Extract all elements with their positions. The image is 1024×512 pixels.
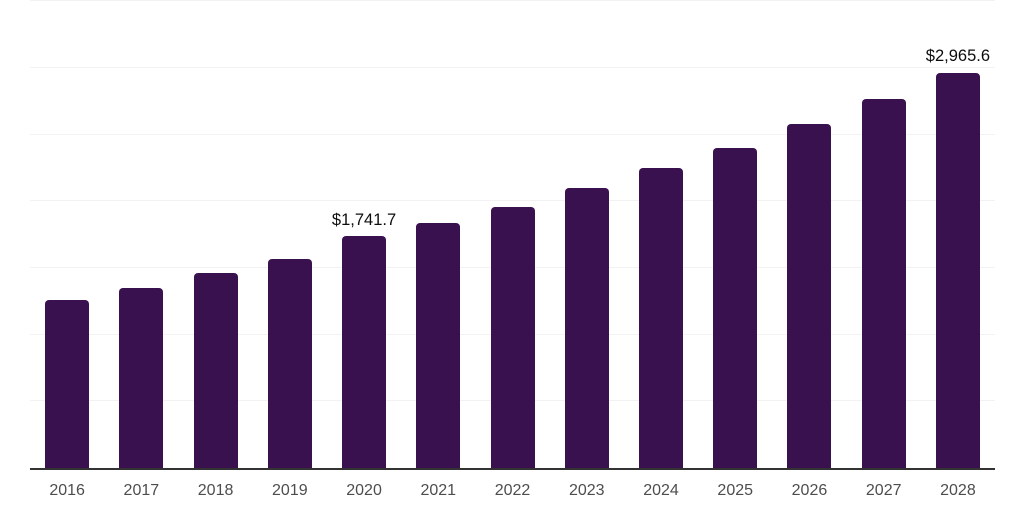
- x-tick-label-2027: 2027: [865, 482, 902, 499]
- bar-2017[interactable]: [119, 288, 164, 468]
- gridline: [30, 200, 995, 202]
- x-tick-label-2022: 2022: [494, 482, 531, 499]
- x-tick-label-2019: 2019: [272, 482, 308, 499]
- x-tick-label-2024: 2024: [643, 482, 679, 499]
- gridline: [30, 66, 995, 68]
- bar-group-2021: [401, 0, 475, 468]
- x-tick-label-2020: 2020: [346, 482, 382, 499]
- bar-group-2018: [178, 0, 252, 468]
- bar-2028[interactable]: [935, 72, 980, 468]
- bar-value-label-2020: $1,741.7: [331, 210, 397, 229]
- bar-2027[interactable]: [861, 98, 906, 468]
- bar-group-2027: [847, 0, 921, 468]
- x-tick-label-2026: 2026: [791, 482, 828, 499]
- bar-2023[interactable]: [564, 187, 609, 468]
- bar-group-2025: [698, 0, 772, 468]
- x-tick-label-2028: 2028: [940, 482, 976, 499]
- gridline: [30, 0, 995, 2]
- x-axis-labels: 2016 2017 2018 2019 2020 2021 2022 2023 2024 2025…: [30, 481, 995, 500]
- bar-group-2026: [772, 0, 846, 468]
- bar-2022[interactable]: [490, 206, 535, 468]
- bar-group-2024: [624, 0, 698, 468]
- bar-2021[interactable]: [416, 222, 461, 468]
- bar-group-2023: [550, 0, 624, 468]
- bar-2018[interactable]: [193, 273, 238, 468]
- bar-value-label-2028: $2,965.6: [925, 47, 991, 66]
- x-tick-label-2025: 2025: [717, 482, 754, 499]
- bar-group-2028: $2,965.6: [921, 0, 995, 468]
- bar-2016[interactable]: [45, 300, 90, 468]
- bar-2020[interactable]: [342, 235, 387, 468]
- bar-group-2019: [253, 0, 327, 468]
- gridline: [30, 133, 995, 135]
- x-tick-label-2017: 2017: [123, 482, 160, 499]
- bar-2019[interactable]: [267, 258, 312, 468]
- plot-area: $1,741.7 $2,965.6: [30, 0, 995, 470]
- bar-group-2020: $1,741.7: [327, 0, 401, 468]
- x-tick-label-2016: 2016: [49, 482, 85, 499]
- bar-2026[interactable]: [787, 123, 832, 468]
- bar-group-2016: [30, 0, 104, 468]
- bar-2025[interactable]: [713, 147, 758, 468]
- x-tick-label-2021: 2021: [420, 482, 457, 499]
- bar-series: $1,741.7 $2,965.6: [30, 0, 995, 468]
- bar-2024[interactable]: [638, 167, 683, 468]
- x-tick-label-2018: 2018: [197, 482, 234, 499]
- x-axis-line: [30, 468, 995, 470]
- x-tick-label-2023: 2023: [568, 482, 605, 499]
- bar-group-2022: [475, 0, 549, 468]
- bar-group-2017: [104, 0, 178, 468]
